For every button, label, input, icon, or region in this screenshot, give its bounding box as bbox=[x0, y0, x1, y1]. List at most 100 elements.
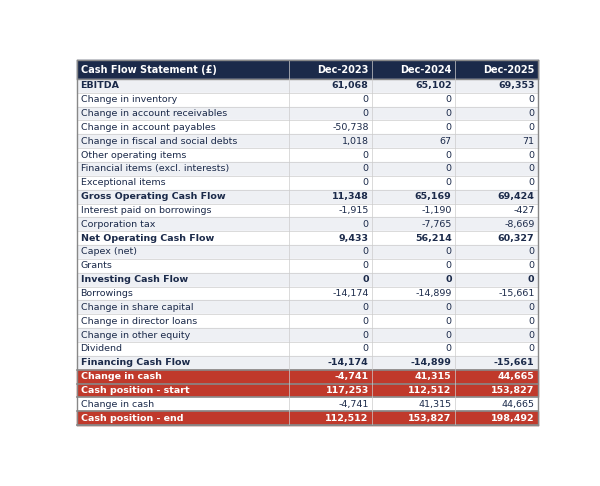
Bar bbox=[77, 134, 538, 148]
Text: 41,315: 41,315 bbox=[418, 400, 452, 409]
Bar bbox=[77, 370, 538, 383]
Text: 0: 0 bbox=[363, 317, 369, 326]
Text: -14,899: -14,899 bbox=[415, 289, 452, 298]
Text: Borrowings: Borrowings bbox=[80, 289, 133, 298]
Text: Dec-2025: Dec-2025 bbox=[483, 65, 535, 74]
Text: 0: 0 bbox=[363, 345, 369, 353]
Text: 0: 0 bbox=[363, 109, 369, 118]
Text: 44,665: 44,665 bbox=[498, 372, 535, 381]
Text: 0: 0 bbox=[529, 178, 535, 187]
Text: 69,424: 69,424 bbox=[497, 192, 535, 201]
Text: -15,661: -15,661 bbox=[494, 358, 535, 367]
Text: Interest paid on borrowings: Interest paid on borrowings bbox=[80, 206, 211, 215]
Bar bbox=[77, 121, 538, 134]
Text: 0: 0 bbox=[363, 303, 369, 312]
Text: 0: 0 bbox=[446, 261, 452, 270]
Text: 0: 0 bbox=[363, 247, 369, 257]
Text: Cash position - start: Cash position - start bbox=[80, 386, 189, 395]
Text: 0: 0 bbox=[363, 95, 369, 104]
Bar bbox=[77, 204, 538, 217]
Text: Dec-2023: Dec-2023 bbox=[317, 65, 369, 74]
Text: Other operating items: Other operating items bbox=[80, 151, 186, 159]
Text: -427: -427 bbox=[513, 206, 535, 215]
Text: 9,433: 9,433 bbox=[339, 234, 369, 243]
Text: 112,512: 112,512 bbox=[408, 386, 452, 395]
Text: 56,214: 56,214 bbox=[415, 234, 452, 243]
Text: 117,253: 117,253 bbox=[325, 386, 369, 395]
Text: 0: 0 bbox=[445, 275, 452, 284]
Bar bbox=[77, 245, 538, 259]
Text: Financial items (excl. interests): Financial items (excl. interests) bbox=[80, 164, 229, 174]
Text: -14,174: -14,174 bbox=[328, 358, 369, 367]
Text: -7,765: -7,765 bbox=[421, 220, 452, 229]
Text: 11,348: 11,348 bbox=[332, 192, 369, 201]
Text: -50,738: -50,738 bbox=[332, 123, 369, 132]
Text: 0: 0 bbox=[529, 151, 535, 159]
Text: 71: 71 bbox=[523, 137, 535, 146]
Text: 112,512: 112,512 bbox=[325, 414, 369, 423]
Text: 0: 0 bbox=[446, 95, 452, 104]
Text: 0: 0 bbox=[446, 151, 452, 159]
Bar bbox=[77, 60, 538, 79]
Text: 0: 0 bbox=[529, 123, 535, 132]
Text: 0: 0 bbox=[529, 303, 535, 312]
Text: Exceptional items: Exceptional items bbox=[80, 178, 165, 187]
Text: 198,492: 198,492 bbox=[491, 414, 535, 423]
Text: Financing Cash Flow: Financing Cash Flow bbox=[80, 358, 190, 367]
Text: Change in other equity: Change in other equity bbox=[80, 330, 190, 340]
Text: 153,827: 153,827 bbox=[491, 386, 535, 395]
Text: Corporation tax: Corporation tax bbox=[80, 220, 155, 229]
Text: EBITDA: EBITDA bbox=[80, 81, 119, 90]
Text: 60,327: 60,327 bbox=[498, 234, 535, 243]
Bar bbox=[77, 162, 538, 176]
Text: 0: 0 bbox=[529, 164, 535, 174]
Text: 0: 0 bbox=[529, 261, 535, 270]
Bar bbox=[77, 273, 538, 287]
Text: 0: 0 bbox=[529, 317, 535, 326]
Text: Net Operating Cash Flow: Net Operating Cash Flow bbox=[80, 234, 214, 243]
Text: -14,174: -14,174 bbox=[332, 289, 369, 298]
Bar bbox=[77, 217, 538, 231]
Text: Change in cash: Change in cash bbox=[80, 400, 154, 409]
Text: 0: 0 bbox=[363, 164, 369, 174]
Text: Grants: Grants bbox=[80, 261, 112, 270]
Bar bbox=[77, 231, 538, 245]
Text: 0: 0 bbox=[363, 151, 369, 159]
Bar bbox=[77, 300, 538, 314]
Bar bbox=[77, 176, 538, 190]
Text: 0: 0 bbox=[363, 330, 369, 340]
Text: Change in inventory: Change in inventory bbox=[80, 95, 177, 104]
Text: 41,315: 41,315 bbox=[415, 372, 452, 381]
Bar bbox=[77, 383, 538, 398]
Text: Change in fiscal and social debts: Change in fiscal and social debts bbox=[80, 137, 237, 146]
Text: 153,827: 153,827 bbox=[408, 414, 452, 423]
Text: 0: 0 bbox=[528, 275, 535, 284]
Bar bbox=[77, 106, 538, 121]
Text: 0: 0 bbox=[362, 275, 369, 284]
Text: Change in account payables: Change in account payables bbox=[80, 123, 215, 132]
Text: 0: 0 bbox=[446, 330, 452, 340]
Bar bbox=[77, 287, 538, 300]
Text: 0: 0 bbox=[363, 178, 369, 187]
Text: Dividend: Dividend bbox=[80, 345, 122, 353]
Text: 61,068: 61,068 bbox=[332, 81, 369, 90]
Text: 0: 0 bbox=[446, 164, 452, 174]
Text: -1,915: -1,915 bbox=[338, 206, 369, 215]
Bar bbox=[77, 314, 538, 328]
Text: Change in account receivables: Change in account receivables bbox=[80, 109, 227, 118]
Text: 44,665: 44,665 bbox=[502, 400, 535, 409]
Text: 0: 0 bbox=[529, 95, 535, 104]
Text: Capex (net): Capex (net) bbox=[80, 247, 137, 257]
Bar bbox=[77, 342, 538, 356]
Text: 0: 0 bbox=[529, 330, 535, 340]
Bar bbox=[77, 148, 538, 162]
Text: 0: 0 bbox=[446, 345, 452, 353]
Bar bbox=[77, 411, 538, 425]
Text: 0: 0 bbox=[446, 178, 452, 187]
Text: 0: 0 bbox=[446, 109, 452, 118]
Text: 0: 0 bbox=[529, 109, 535, 118]
Text: 0: 0 bbox=[446, 123, 452, 132]
Text: Cash Flow Statement (£): Cash Flow Statement (£) bbox=[80, 65, 217, 74]
Text: -1,190: -1,190 bbox=[421, 206, 452, 215]
Text: Dec-2024: Dec-2024 bbox=[400, 65, 452, 74]
